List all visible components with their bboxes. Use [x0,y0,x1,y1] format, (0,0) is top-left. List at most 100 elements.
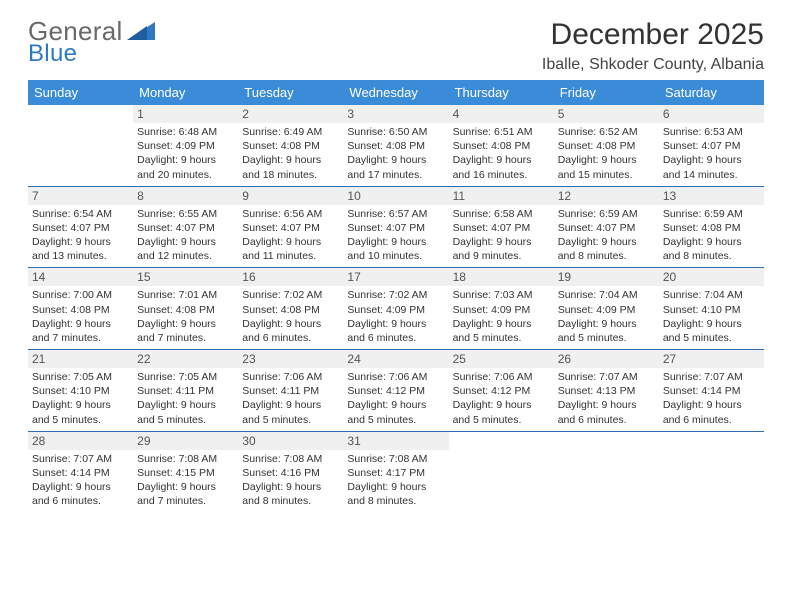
day-number: 29 [133,432,238,450]
sunrise-line: Sunrise: 7:05 AM [32,370,129,384]
calendar-day-cell: 7 Sunrise: 6:54 AMSunset: 4:07 PMDaylight… [28,186,133,268]
daylight-line: Daylight: 9 hours and 5 minutes. [347,398,444,426]
calendar-day-cell: 24Sunrise: 7:06 AMSunset: 4:12 PMDayligh… [343,350,448,432]
calendar-empty-cell [554,431,659,512]
sunset-line: Sunset: 4:08 PM [137,303,234,317]
daylight-line: Daylight: 9 hours and 18 minutes. [242,153,339,181]
calendar-day-cell: 25Sunrise: 7:06 AMSunset: 4:12 PMDayligh… [449,350,554,432]
day-number: 25 [449,350,554,368]
daylight-line: Daylight: 9 hours and 5 minutes. [32,398,129,426]
calendar-day-cell: 1Sunrise: 6:48 AMSunset: 4:09 PMDaylight… [133,105,238,186]
weekday-header: Monday [133,80,238,105]
sunrise-line: Sunrise: 6:54 AM [32,207,129,221]
day-number: 22 [133,350,238,368]
daylight-line: Daylight: 9 hours and 6 minutes. [558,398,655,426]
daylight-line: Daylight: 9 hours and 9 minutes. [453,235,550,263]
sunset-line: Sunset: 4:07 PM [453,221,550,235]
sunrise-line: Sunrise: 7:07 AM [32,452,129,466]
calendar-day-cell: 3Sunrise: 6:50 AMSunset: 4:08 PMDaylight… [343,105,448,186]
day-number: 27 [659,350,764,368]
daylight-line: Daylight: 9 hours and 5 minutes. [663,317,760,345]
day-number: 10 [343,187,448,205]
daylight-line: Daylight: 9 hours and 6 minutes. [242,317,339,345]
calendar-day-cell: 4Sunrise: 6:51 AMSunset: 4:08 PMDaylight… [449,105,554,186]
calendar-day-cell: 19Sunrise: 7:04 AMSunset: 4:09 PMDayligh… [554,268,659,350]
daylight-line: Daylight: 9 hours and 5 minutes. [558,317,655,345]
calendar-day-cell: 11Sunrise: 6:58 AMSunset: 4:07 PMDayligh… [449,186,554,268]
sunset-line: Sunset: 4:08 PM [558,139,655,153]
sunrise-line: Sunrise: 6:59 AM [558,207,655,221]
daylight-line: Daylight: 9 hours and 12 minutes. [137,235,234,263]
day-number: 1 [133,105,238,123]
page-title: December 2025 [542,18,764,52]
sunrise-line: Sunrise: 6:49 AM [242,125,339,139]
sunset-line: Sunset: 4:08 PM [242,303,339,317]
sunset-line: Sunset: 4:08 PM [453,139,550,153]
sunset-line: Sunset: 4:08 PM [663,221,760,235]
day-number: 24 [343,350,448,368]
day-number: 28 [28,432,133,450]
sunrise-line: Sunrise: 6:56 AM [242,207,339,221]
weekday-header: Wednesday [343,80,448,105]
sunrise-line: Sunrise: 6:53 AM [663,125,760,139]
weekday-header: Saturday [659,80,764,105]
sunrise-line: Sunrise: 7:04 AM [663,288,760,302]
calendar-day-cell: 29Sunrise: 7:08 AMSunset: 4:15 PMDayligh… [133,431,238,512]
sunrise-line: Sunrise: 7:07 AM [558,370,655,384]
sunset-line: Sunset: 4:11 PM [242,384,339,398]
calendar-day-cell: 26Sunrise: 7:07 AMSunset: 4:13 PMDayligh… [554,350,659,432]
logo: General Blue [28,18,155,65]
sunset-line: Sunset: 4:07 PM [32,221,129,235]
sunset-line: Sunset: 4:17 PM [347,466,444,480]
sunset-line: Sunset: 4:15 PM [137,466,234,480]
calendar-day-cell: 5Sunrise: 6:52 AMSunset: 4:08 PMDaylight… [554,105,659,186]
day-number: 13 [659,187,764,205]
sunrise-line: Sunrise: 7:00 AM [32,288,129,302]
sunset-line: Sunset: 4:09 PM [453,303,550,317]
daylight-line: Daylight: 9 hours and 5 minutes. [453,317,550,345]
day-number: 7 [28,187,133,205]
sunrise-line: Sunrise: 6:50 AM [347,125,444,139]
sunrise-line: Sunrise: 7:07 AM [663,370,760,384]
calendar-day-cell: 2Sunrise: 6:49 AMSunset: 4:08 PMDaylight… [238,105,343,186]
daylight-line: Daylight: 9 hours and 20 minutes. [137,153,234,181]
daylight-line: Daylight: 9 hours and 6 minutes. [32,480,129,508]
sunset-line: Sunset: 4:12 PM [453,384,550,398]
day-number: 8 [133,187,238,205]
logo-triangle-icon [127,18,155,45]
daylight-line: Daylight: 9 hours and 7 minutes. [137,480,234,508]
calendar-day-cell: 28Sunrise: 7:07 AMSunset: 4:14 PMDayligh… [28,431,133,512]
daylight-line: Daylight: 9 hours and 5 minutes. [137,398,234,426]
daylight-line: Daylight: 9 hours and 7 minutes. [137,317,234,345]
calendar-day-cell: 6Sunrise: 6:53 AMSunset: 4:07 PMDaylight… [659,105,764,186]
calendar-day-cell: 17Sunrise: 7:02 AMSunset: 4:09 PMDayligh… [343,268,448,350]
day-number: 16 [238,268,343,286]
sunset-line: Sunset: 4:07 PM [242,221,339,235]
daylight-line: Daylight: 9 hours and 11 minutes. [242,235,339,263]
sunset-line: Sunset: 4:10 PM [32,384,129,398]
day-number: 14 [28,268,133,286]
sunset-line: Sunset: 4:16 PM [242,466,339,480]
sunrise-line: Sunrise: 7:04 AM [558,288,655,302]
weekday-header: Sunday [28,80,133,105]
calendar-day-cell: 18Sunrise: 7:03 AMSunset: 4:09 PMDayligh… [449,268,554,350]
daylight-line: Daylight: 9 hours and 16 minutes. [453,153,550,181]
daylight-line: Daylight: 9 hours and 17 minutes. [347,153,444,181]
location-subtitle: Iballe, Shkoder County, Albania [542,56,764,74]
calendar-day-cell: 14Sunrise: 7:00 AMSunset: 4:08 PMDayligh… [28,268,133,350]
calendar-day-cell: 21Sunrise: 7:05 AMSunset: 4:10 PMDayligh… [28,350,133,432]
day-number: 2 [238,105,343,123]
calendar-empty-cell [449,431,554,512]
daylight-line: Daylight: 9 hours and 8 minutes. [558,235,655,263]
day-number: 17 [343,268,448,286]
day-number: 11 [449,187,554,205]
calendar-day-cell: 31Sunrise: 7:08 AMSunset: 4:17 PMDayligh… [343,431,448,512]
daylight-line: Daylight: 9 hours and 15 minutes. [558,153,655,181]
sunrise-line: Sunrise: 6:48 AM [137,125,234,139]
daylight-line: Daylight: 9 hours and 8 minutes. [242,480,339,508]
sunrise-line: Sunrise: 7:01 AM [137,288,234,302]
sunset-line: Sunset: 4:14 PM [663,384,760,398]
sunset-line: Sunset: 4:13 PM [558,384,655,398]
sunrise-line: Sunrise: 6:51 AM [453,125,550,139]
daylight-line: Daylight: 9 hours and 13 minutes. [32,235,129,263]
